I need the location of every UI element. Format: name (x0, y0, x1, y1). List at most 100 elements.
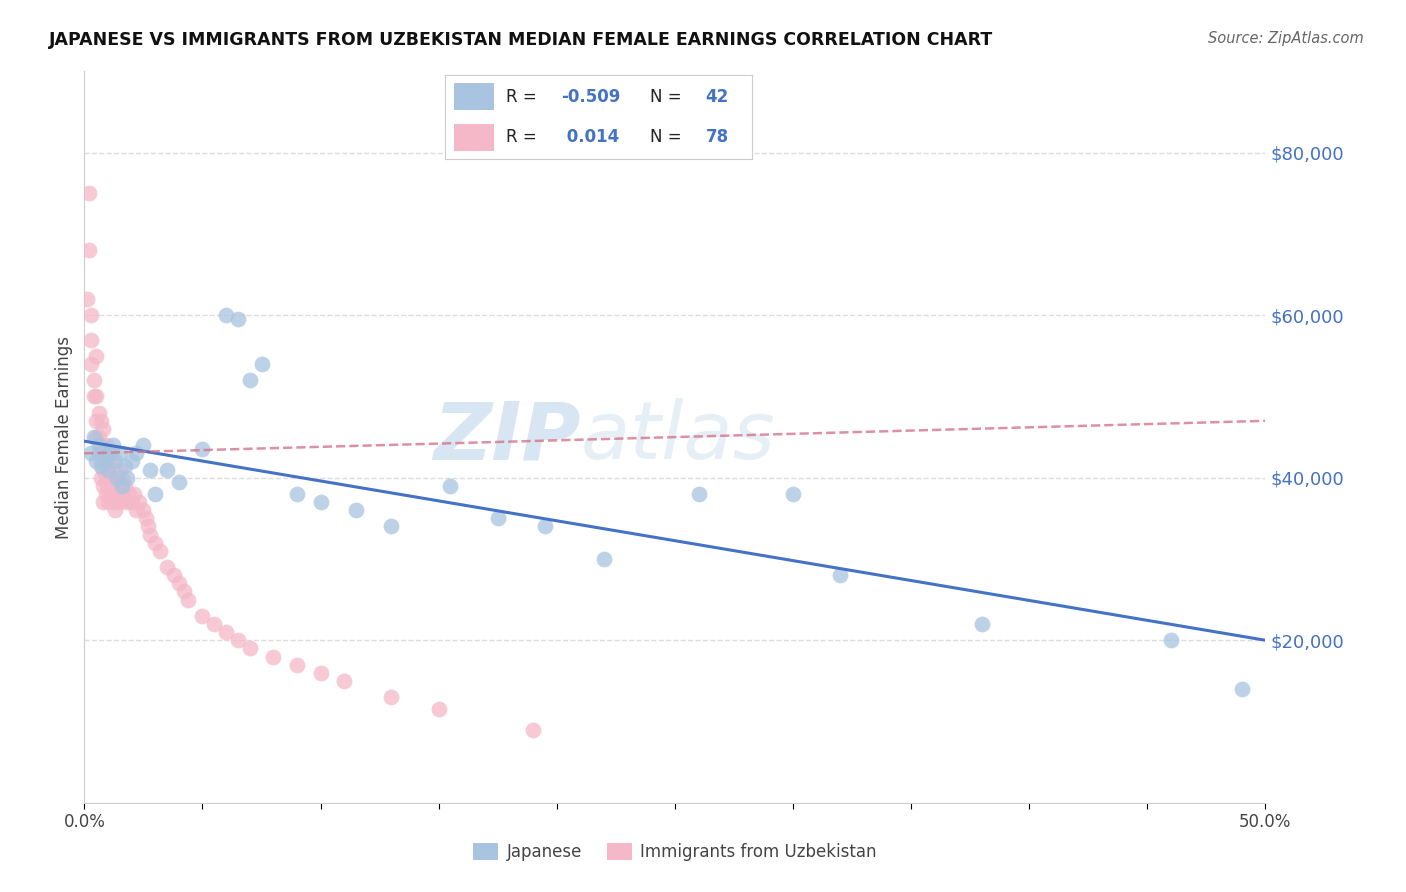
Point (380, 690, 402, 705)
Point (167, 475, 190, 489)
Point (970, 617, 993, 632)
Point (84, 349, 107, 363)
Text: atlas: atlas (581, 398, 775, 476)
Point (344, 503, 367, 517)
Point (167, 576, 190, 591)
Point (104, 471, 127, 485)
Point (101, 438, 124, 452)
Point (593, 552, 616, 566)
Point (77, 186, 100, 201)
Point (77, 243, 100, 257)
Point (87, 406, 110, 420)
Point (125, 446, 148, 460)
Legend: Japanese, Immigrants from Uzbekistan: Japanese, Immigrants from Uzbekistan (467, 836, 883, 868)
Text: JAPANESE VS IMMIGRANTS FROM UZBEKISTAN MEDIAN FEMALE EARNINGS CORRELATION CHART: JAPANESE VS IMMIGRANTS FROM UZBEKISTAN M… (49, 31, 994, 49)
Point (149, 544, 172, 558)
Point (688, 487, 710, 501)
Point (486, 511, 509, 525)
Point (87, 438, 110, 452)
Point (87, 446, 110, 460)
Point (101, 462, 124, 476)
Point (380, 519, 402, 533)
Point (80, 333, 103, 347)
Point (830, 568, 852, 582)
Point (215, 625, 238, 640)
Point (309, 495, 332, 509)
Point (782, 487, 804, 501)
Point (107, 487, 129, 501)
Point (111, 487, 134, 501)
Point (107, 471, 129, 485)
Text: Source: ZipAtlas.com: Source: ZipAtlas.com (1208, 31, 1364, 46)
Point (534, 519, 557, 533)
Point (128, 495, 150, 509)
Point (90, 458, 112, 473)
Point (139, 527, 162, 541)
Point (80, 357, 103, 371)
Point (191, 442, 214, 457)
Point (87, 430, 110, 444)
Point (104, 487, 127, 501)
Point (136, 519, 159, 533)
Point (191, 608, 214, 623)
Point (90, 471, 112, 485)
Point (163, 568, 186, 582)
Point (104, 454, 127, 468)
Point (143, 487, 166, 501)
Point (285, 657, 308, 672)
Point (80, 446, 103, 460)
Point (91, 462, 114, 476)
Point (91, 446, 114, 460)
Point (98, 454, 121, 468)
Point (91, 495, 114, 509)
Point (239, 641, 262, 656)
Point (202, 617, 225, 632)
Point (97, 479, 120, 493)
Point (156, 462, 179, 476)
Point (83, 389, 105, 403)
Point (91, 422, 114, 436)
Point (118, 487, 141, 501)
Point (84, 454, 107, 468)
Point (90, 438, 112, 452)
Point (226, 633, 249, 648)
Point (309, 665, 332, 680)
Point (94, 438, 117, 452)
Point (108, 479, 131, 493)
Point (132, 438, 155, 452)
Point (139, 462, 162, 476)
Point (111, 479, 134, 493)
Point (177, 592, 200, 607)
Point (132, 503, 155, 517)
Point (97, 462, 120, 476)
Point (97, 446, 120, 460)
Point (107, 471, 129, 485)
Point (215, 308, 238, 322)
Point (135, 511, 157, 525)
Point (94, 450, 117, 465)
Point (76, 292, 98, 306)
Point (101, 479, 124, 493)
Point (108, 446, 131, 460)
Point (285, 487, 308, 501)
Point (522, 723, 544, 737)
Point (114, 479, 136, 493)
Point (108, 495, 131, 509)
Y-axis label: Median Female Earnings: Median Female Earnings (55, 335, 73, 539)
Point (97, 462, 120, 476)
Point (108, 462, 131, 476)
Point (1230, 681, 1253, 696)
Point (156, 560, 179, 574)
Text: ZIP: ZIP (433, 398, 581, 476)
Point (84, 389, 107, 403)
Point (114, 458, 136, 473)
Point (226, 312, 249, 326)
Point (333, 673, 356, 688)
Point (94, 471, 117, 485)
Point (83, 430, 105, 444)
Point (84, 430, 107, 444)
Point (80, 308, 103, 322)
Point (121, 454, 143, 468)
Point (115, 495, 138, 509)
Point (83, 373, 105, 387)
